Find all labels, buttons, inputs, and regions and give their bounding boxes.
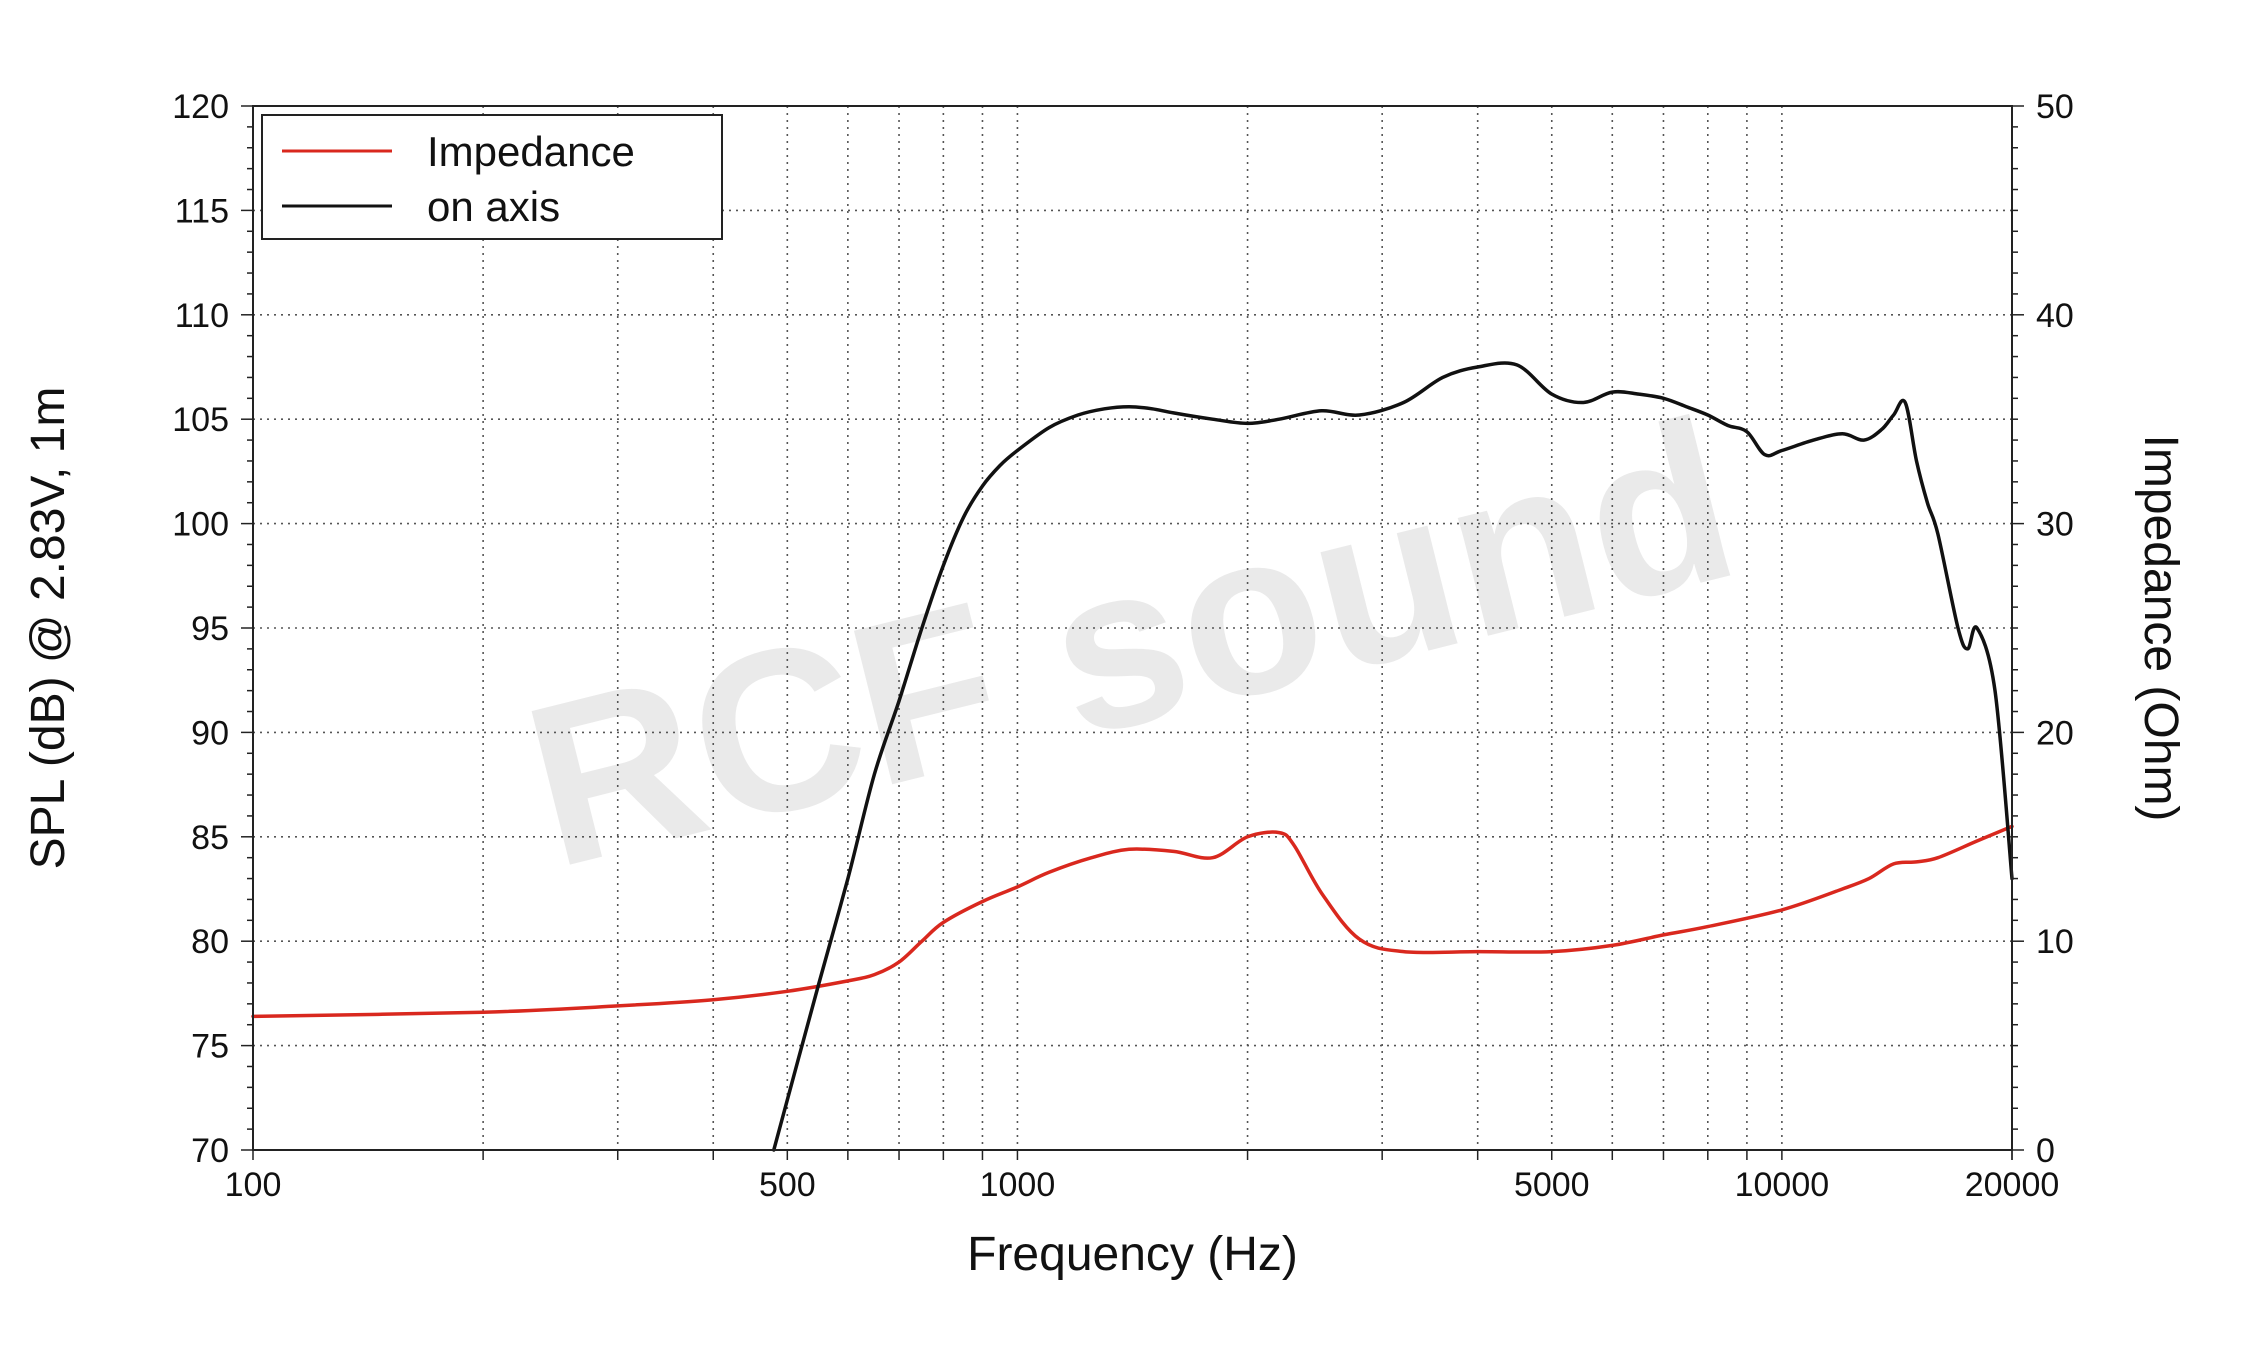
legend-box bbox=[261, 114, 723, 240]
y-right-tick-label: 0 bbox=[2036, 1132, 2055, 1170]
legend-label-impedance: Impedance bbox=[427, 128, 635, 175]
y-axis-right-title: Impedance (Ohm) bbox=[2134, 435, 2187, 822]
y-right-tick-label: 50 bbox=[2036, 88, 2074, 126]
series-line-on-axis bbox=[772, 361, 2014, 1152]
x-axis-title: Frequency (Hz) bbox=[967, 1228, 1298, 1281]
y-right-tick-label: 40 bbox=[2036, 297, 2074, 335]
y-left-tick-label: 80 bbox=[191, 923, 229, 961]
y-left-tick-label: 85 bbox=[191, 819, 229, 857]
x-tick-label: 20000 bbox=[1965, 1166, 2060, 1204]
x-tick-label: 500 bbox=[759, 1166, 816, 1204]
ticks-layer bbox=[241, 105, 2024, 1160]
tick-labels-layer: 100 500 1000 5000 10000 200007075808590951001… bbox=[172, 88, 2074, 1204]
legend: Impedance on axis bbox=[261, 114, 723, 240]
y-left-tick-label: 100 bbox=[172, 506, 229, 544]
watermark-logo: RCF sound bbox=[505, 370, 1757, 916]
y-left-tick-label: 120 bbox=[172, 88, 229, 126]
x-tick-label: 10000 bbox=[1735, 1166, 1830, 1204]
legend-label-on-axis: on axis bbox=[427, 183, 560, 230]
x-tick-label: 5000 bbox=[1514, 1166, 1590, 1204]
y-left-tick-label: 75 bbox=[191, 1028, 229, 1066]
series-layer bbox=[251, 361, 2014, 1152]
y-right-tick-label: 20 bbox=[2036, 714, 2074, 752]
y-right-tick-label: 30 bbox=[2036, 506, 2074, 544]
y-right-tick-label: 10 bbox=[2036, 923, 2074, 961]
y-left-tick-label: 95 bbox=[191, 610, 229, 648]
x-tick-label: 100 bbox=[225, 1166, 282, 1204]
y-axis-left-title: SPL (dB) @ 2.83V, 1m bbox=[22, 387, 75, 870]
y-left-tick-label: 115 bbox=[175, 192, 229, 230]
y-left-tick-label: 110 bbox=[175, 297, 229, 335]
x-tick-label: 1000 bbox=[980, 1166, 1056, 1204]
grid-layer bbox=[253, 106, 2012, 1150]
y-left-tick-label: 70 bbox=[191, 1132, 229, 1170]
series-line-impedance bbox=[251, 824, 2014, 1019]
y-left-tick-label: 90 bbox=[191, 714, 229, 752]
y-left-tick-label: 105 bbox=[172, 401, 229, 439]
